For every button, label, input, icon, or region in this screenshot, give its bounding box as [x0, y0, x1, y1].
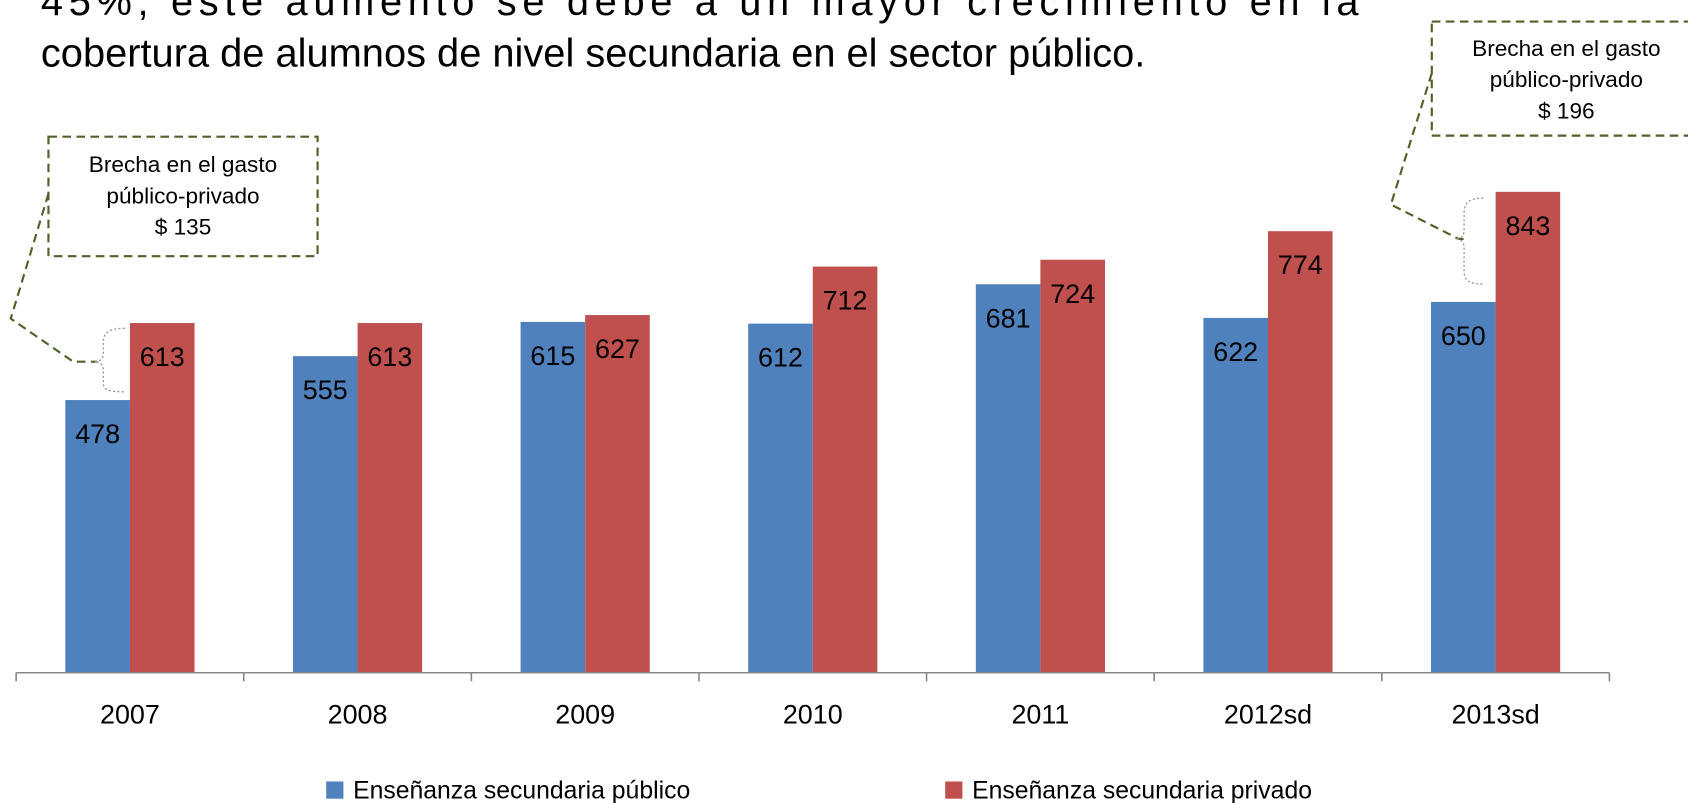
bar	[1495, 191, 1561, 673]
x-tick-label: 2012sd	[1224, 699, 1312, 729]
bar	[129, 323, 195, 673]
annotation-text: público-privado	[106, 183, 259, 208]
bar	[1040, 259, 1105, 673]
bar	[357, 323, 423, 673]
bar	[65, 400, 130, 673]
data-label: 650	[1441, 321, 1486, 351]
data-label: 681	[986, 303, 1031, 333]
data-label: 843	[1505, 211, 1550, 241]
data-label: 724	[1050, 279, 1095, 309]
callout-leader	[9, 193, 97, 363]
x-tick-label: 2008	[328, 699, 388, 729]
brace	[94, 327, 125, 393]
bar	[1431, 301, 1496, 673]
bar	[1203, 317, 1268, 673]
bar	[748, 323, 813, 673]
data-label: 622	[1213, 337, 1258, 367]
callouts	[9, 20, 1688, 363]
x-tick-label: 2011	[1011, 699, 1069, 729]
legend-swatch	[945, 781, 963, 799]
legend-label: Enseñanza secundaria público	[353, 778, 690, 803]
x-tick-label: 2007	[100, 699, 160, 729]
annotation-text: público-privado	[1490, 67, 1643, 92]
annotation-text: Brecha en el gasto	[1472, 36, 1660, 61]
data-label: 615	[530, 341, 575, 371]
paragraph-line: 45%, este aumento se debe a un mayor cre…	[41, 0, 1360, 24]
data-label: 478	[75, 419, 120, 449]
callout-box	[1430, 20, 1688, 137]
annotation-text: $ 135	[155, 215, 212, 240]
annotation-text: $ 196	[1538, 98, 1595, 123]
bar	[520, 321, 586, 673]
data-label: 712	[823, 286, 868, 316]
paragraph-line: cobertura de alumnos de nivel secundaria…	[41, 32, 1145, 76]
x-tick-label: 2010	[783, 699, 843, 729]
bar	[812, 266, 878, 673]
callout-leader	[1389, 72, 1465, 241]
data-label: 627	[595, 334, 640, 364]
bar	[975, 284, 1041, 673]
data-label: 613	[140, 342, 185, 372]
bar	[585, 315, 650, 673]
x-tick-label: 2013sd	[1451, 699, 1539, 729]
legend-swatch	[326, 781, 344, 799]
bar	[292, 356, 358, 673]
braces	[94, 197, 1484, 393]
data-label: 555	[303, 375, 348, 405]
brace	[1455, 197, 1484, 285]
bar	[1267, 231, 1333, 673]
data-label: 774	[1278, 250, 1323, 280]
x-tick-label: 2009	[555, 699, 615, 729]
data-label: 612	[758, 343, 803, 373]
data-label: 613	[367, 342, 412, 372]
annotation-text: Brecha en el gasto	[89, 152, 277, 177]
legend-label: Enseñanza secundaria privado	[972, 778, 1312, 803]
